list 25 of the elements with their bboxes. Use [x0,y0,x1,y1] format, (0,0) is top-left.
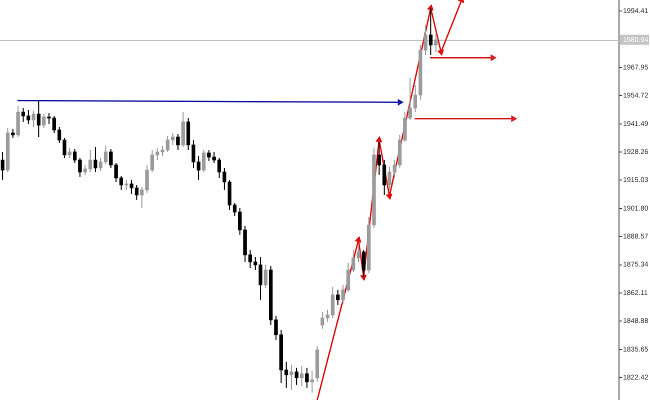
point [354,236,362,243]
candlestick [68,147,72,158]
candlestick [305,367,309,388]
candlestick [290,364,294,390]
candlestick [336,289,340,306]
candlestick [434,32,438,52]
point [360,274,367,281]
point [386,193,392,200]
candlestick [16,105,20,138]
point [437,49,444,56]
point [426,4,434,11]
candlestick [94,146,98,172]
candlestick [310,370,314,394]
candlestick [42,114,46,129]
candlestick [264,264,268,288]
candlestick [176,134,180,151]
candlestick [32,110,36,128]
point [375,136,382,142]
candlestick [36,99,41,138]
candlestick [0,151,4,180]
candlestick [181,112,185,148]
candlestick [294,367,298,386]
candlestick [300,365,304,386]
candlestick [202,150,206,172]
candlestick [124,179,128,190]
